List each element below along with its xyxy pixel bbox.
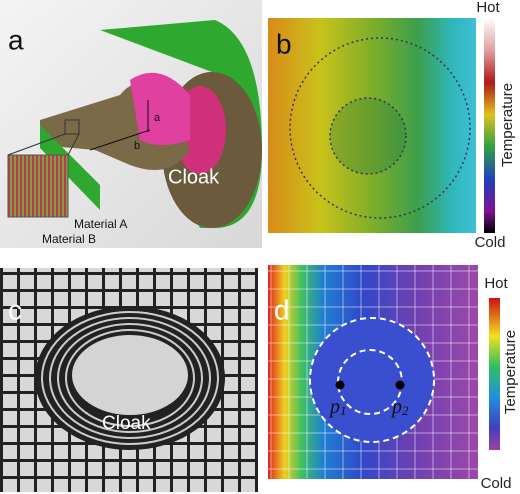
cloak-label: Cloak — [102, 413, 151, 434]
inset-line — [7, 133, 66, 156]
cloak-ring — [49, 317, 211, 439]
panel-c: c Cloak — [0, 268, 258, 492]
cloak-ring — [41, 311, 219, 445]
colorbar-cold: Cold — [481, 475, 512, 492]
colorbar-title: Temperature — [499, 83, 516, 167]
colorbar — [484, 18, 495, 233]
panel-d: p1 p2 d Hot Cold Temperature — [268, 265, 519, 492]
cloak-ring — [57, 323, 203, 433]
colorbar-cold: Cold — [475, 234, 506, 251]
cloak-ring — [65, 329, 195, 427]
cloak-inner — [329, 97, 407, 175]
edge-green — [40, 125, 100, 210]
inset-marker — [64, 119, 80, 135]
colorbar — [489, 298, 500, 450]
dim-label: b — [134, 140, 140, 152]
panel-a: a a b Cloak Material A Material B — [0, 0, 262, 248]
inset-material — [7, 154, 69, 218]
inset-line — [67, 133, 80, 156]
colorbar-hot: Hot — [484, 275, 508, 292]
cloak-outer — [309, 317, 435, 443]
panel-b: b Hot Cold Temperature — [268, 0, 516, 251]
dim-label: a — [154, 112, 161, 124]
cloak-outer — [289, 37, 471, 219]
colorbar-hot: Hot — [476, 0, 500, 16]
panel-label: d — [274, 294, 290, 325]
inner-surface — [130, 72, 190, 145]
probe-label: p2 — [390, 396, 409, 418]
dim-b-arrow — [89, 129, 151, 151]
probe-sub: 1 — [340, 403, 347, 418]
probe-point — [395, 380, 405, 390]
temperature-map — [268, 18, 476, 233]
panel-label: c — [8, 294, 22, 325]
colorbar-title: Temperature — [502, 330, 519, 414]
probe-name: p — [390, 396, 402, 418]
panel-label: b — [276, 28, 292, 59]
probe-name: p — [328, 396, 340, 418]
cloak-center — [72, 335, 188, 415]
material-label: Material B — [42, 232, 96, 246]
material-label: Material A — [74, 217, 127, 231]
probe-label: p1 — [328, 396, 347, 418]
cloak-label: Cloak — [168, 166, 220, 188]
probe-sub: 2 — [402, 403, 409, 418]
panel-label: a — [8, 24, 24, 55]
probe-point — [335, 380, 345, 390]
